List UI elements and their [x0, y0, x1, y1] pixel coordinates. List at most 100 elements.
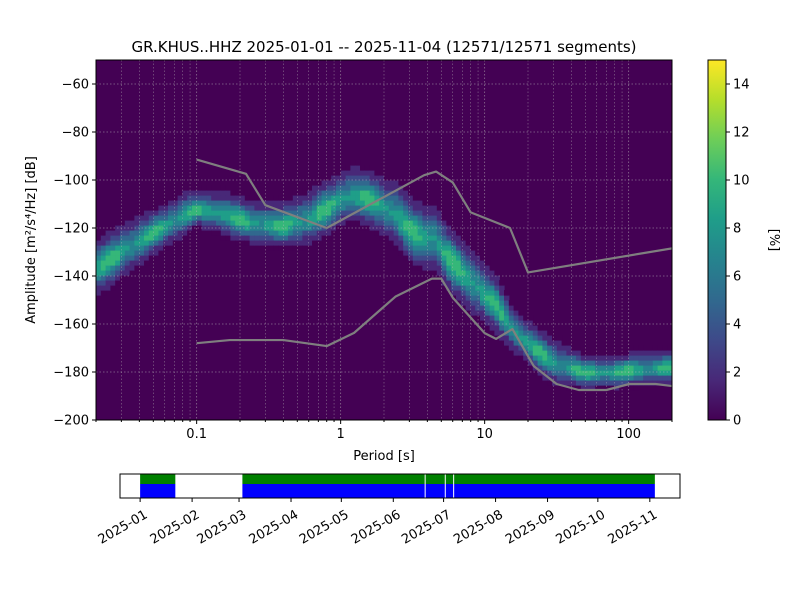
density-cell — [499, 300, 505, 306]
density-cell — [499, 280, 505, 286]
density-cell — [278, 235, 284, 241]
density-cell — [225, 230, 231, 236]
density-cell — [446, 240, 452, 246]
density-cell — [528, 340, 534, 346]
density-cell — [187, 200, 193, 206]
density-cell — [110, 245, 116, 251]
density-cell — [537, 330, 543, 336]
density-cell — [494, 320, 500, 326]
density-cell — [628, 360, 635, 366]
date-tick-label: 2025-04 — [247, 507, 302, 547]
density-cell — [576, 375, 582, 381]
density-cell — [436, 210, 443, 216]
density-cell — [139, 250, 145, 256]
density-cell — [216, 195, 222, 201]
density-cell — [336, 185, 342, 191]
density-cell — [158, 200, 164, 206]
density-cell — [307, 230, 313, 236]
density-cell — [326, 205, 332, 211]
density-cell — [278, 195, 284, 201]
density-cell — [456, 275, 462, 281]
density-cell — [211, 200, 217, 206]
density-cell — [518, 320, 524, 326]
density-cell — [456, 230, 462, 236]
density-cell — [513, 310, 519, 316]
density-cell — [393, 195, 399, 201]
density-cell — [441, 270, 447, 276]
low-noise-model-line — [196, 277, 672, 392]
density-cell — [134, 265, 140, 271]
density-cell — [288, 225, 294, 231]
density-cell — [441, 225, 447, 231]
density-cell — [206, 190, 212, 196]
density-cell — [264, 230, 270, 236]
density-cell — [105, 240, 111, 246]
density-cell — [436, 265, 443, 271]
density-cell — [201, 220, 207, 226]
density-cell — [624, 355, 630, 361]
density-cell — [556, 365, 563, 371]
density-cell — [657, 360, 663, 366]
density-cell — [220, 200, 227, 206]
density-cell — [384, 205, 390, 211]
density-cell — [417, 260, 423, 266]
density-cell — [465, 305, 471, 311]
density-cell — [657, 355, 663, 361]
density-cell — [235, 235, 241, 241]
density-cell — [321, 210, 327, 216]
density-cell — [340, 200, 347, 206]
density-cell — [163, 245, 169, 251]
density-cell — [268, 230, 275, 236]
density-cell — [547, 380, 553, 386]
density-cell — [283, 240, 289, 246]
date-tick-label: 2025-05 — [297, 507, 352, 547]
density-cell — [388, 230, 395, 236]
density-cell — [283, 220, 289, 226]
density-cell — [379, 175, 385, 181]
density-cell — [120, 230, 126, 236]
density-cell — [172, 240, 179, 246]
density-cell — [585, 370, 591, 376]
density-cell — [345, 185, 351, 191]
density-cell — [340, 225, 347, 231]
density-cell — [120, 260, 126, 266]
density-cell — [604, 380, 611, 386]
density-cell — [254, 210, 260, 216]
density-cell — [628, 375, 635, 381]
density-cell — [292, 195, 299, 201]
density-cell — [139, 260, 145, 266]
density-cell — [489, 310, 495, 316]
density-cell — [168, 200, 174, 206]
density-cell — [96, 265, 102, 271]
density-cell — [561, 380, 567, 386]
density-cell — [350, 160, 356, 166]
density-cell — [244, 195, 251, 201]
density-cell — [96, 275, 102, 281]
density-cell — [177, 235, 183, 241]
density-cell — [302, 205, 308, 211]
density-cell — [273, 230, 279, 236]
y-tick-label: −160 — [53, 318, 89, 333]
density-cell — [441, 265, 447, 271]
density-cell — [283, 235, 289, 241]
density-cell — [264, 235, 270, 241]
density-cell — [470, 270, 476, 276]
density-cell — [96, 290, 102, 296]
density-cell — [124, 255, 131, 261]
density-cell — [249, 220, 255, 226]
density-cell — [139, 230, 145, 236]
density-cell — [499, 285, 505, 291]
density-cell — [230, 220, 236, 226]
density-cell — [475, 255, 481, 261]
density-cell — [148, 235, 155, 241]
density-cell — [408, 255, 414, 261]
density-cell — [211, 230, 217, 236]
density-cell — [633, 375, 639, 381]
density-cell — [172, 225, 179, 231]
density-cell — [196, 195, 203, 201]
coverage-frame — [119, 473, 681, 499]
density-cell — [489, 300, 495, 306]
density-cell — [561, 365, 567, 371]
density-cell — [326, 180, 332, 186]
density-cell — [480, 305, 486, 311]
